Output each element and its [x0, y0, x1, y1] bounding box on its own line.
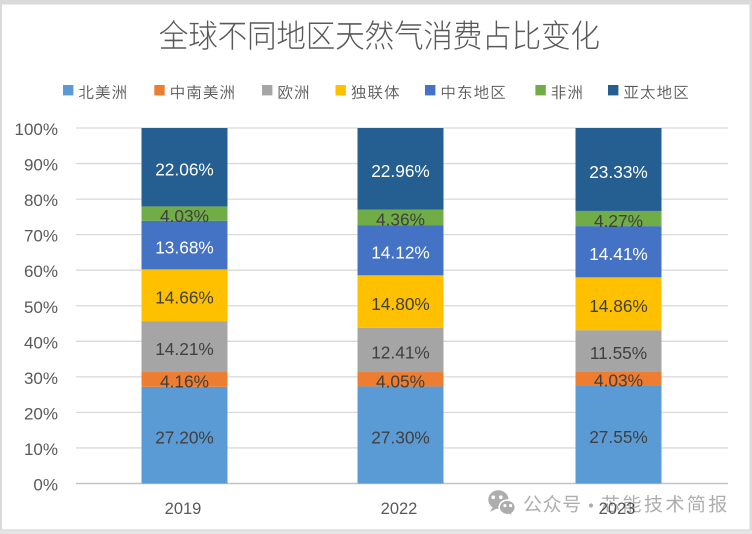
svg-text:27.20%: 27.20%	[155, 427, 214, 447]
svg-text:80%: 80%	[24, 191, 58, 210]
svg-text:23.33%: 23.33%	[589, 162, 648, 182]
svg-text:50%: 50%	[24, 298, 58, 317]
svg-text:10%: 10%	[24, 440, 58, 459]
svg-text:20%: 20%	[24, 404, 58, 423]
svg-text:70%: 70%	[24, 227, 58, 246]
svg-text:40%: 40%	[24, 333, 58, 352]
svg-text:4.03%: 4.03%	[160, 206, 209, 226]
svg-text:14.12%: 14.12%	[371, 243, 430, 263]
svg-text:12.41%: 12.41%	[371, 342, 430, 362]
svg-text:2022: 2022	[381, 500, 418, 518]
svg-text:22.96%: 22.96%	[371, 161, 430, 181]
svg-text:14.80%: 14.80%	[371, 294, 430, 314]
svg-text:4.05%: 4.05%	[376, 372, 425, 392]
svg-text:2019: 2019	[165, 500, 202, 518]
svg-text:60%: 60%	[24, 262, 58, 281]
svg-text:14.21%: 14.21%	[155, 339, 214, 359]
svg-text:14.86%: 14.86%	[589, 296, 648, 316]
svg-text:11.55%: 11.55%	[590, 343, 647, 363]
svg-text:22.06%: 22.06%	[155, 160, 214, 180]
svg-text:14.41%: 14.41%	[589, 244, 648, 264]
svg-text:4.03%: 4.03%	[594, 371, 643, 391]
svg-text:27.55%: 27.55%	[589, 427, 648, 447]
svg-text:13.68%: 13.68%	[155, 237, 214, 257]
svg-text:4.27%: 4.27%	[594, 211, 643, 231]
svg-text:27.30%: 27.30%	[371, 427, 430, 447]
svg-text:4.16%: 4.16%	[160, 372, 209, 392]
svg-text:90%: 90%	[24, 156, 58, 175]
svg-text:4.36%: 4.36%	[376, 210, 425, 230]
svg-text:14.66%: 14.66%	[155, 288, 214, 308]
svg-text:30%: 30%	[24, 369, 58, 388]
svg-text:100%: 100%	[15, 120, 58, 139]
svg-text:0%: 0%	[33, 476, 58, 495]
